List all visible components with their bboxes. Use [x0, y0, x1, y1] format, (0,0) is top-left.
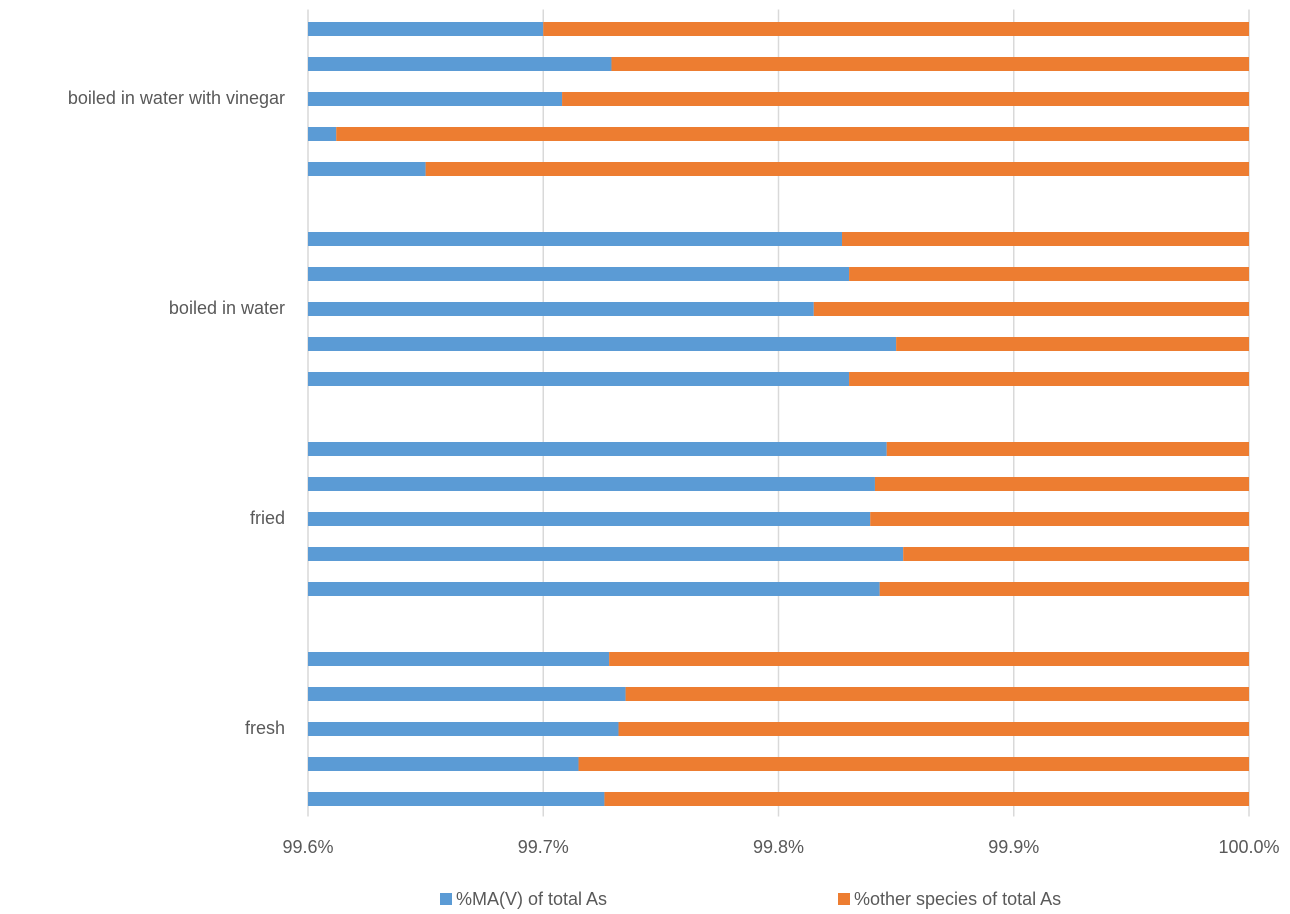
- bar-segment: [896, 337, 1249, 351]
- bar-segment: [308, 582, 880, 596]
- bar-segment: [562, 92, 1249, 106]
- bar-segment: [879, 582, 1249, 596]
- x-tick-label: 99.6%: [282, 837, 333, 857]
- bar-segment: [813, 302, 1249, 316]
- bar-segment: [308, 722, 619, 736]
- bar-segment: [849, 267, 1249, 281]
- bar-segment: [578, 757, 1249, 771]
- bar-segment: [870, 512, 1249, 526]
- bar-segment: [308, 652, 610, 666]
- bar-segment: [308, 687, 626, 701]
- x-tick-label: 99.7%: [518, 837, 569, 857]
- legend-swatch: [440, 893, 452, 905]
- bar-segment: [308, 792, 605, 806]
- x-tick-label: 100.0%: [1218, 837, 1279, 857]
- bar-segment: [543, 22, 1249, 36]
- legend-label: %other species of total As: [854, 889, 1061, 909]
- x-tick-label: 99.8%: [753, 837, 804, 857]
- y-tick-label: fresh: [245, 718, 285, 738]
- x-tick-label: 99.9%: [988, 837, 1039, 857]
- bar-segment: [609, 652, 1249, 666]
- bar-segment: [308, 547, 904, 561]
- bar-segment: [308, 22, 544, 36]
- y-tick-label: fried: [250, 508, 285, 528]
- bar-segment: [903, 547, 1249, 561]
- bar-segment: [308, 127, 337, 141]
- bar-segment: [618, 722, 1249, 736]
- y-tick-label: boiled in water: [169, 298, 285, 318]
- bar-segment: [625, 687, 1249, 701]
- bar-segment: [849, 372, 1249, 386]
- legend-label: %MA(V) of total As: [456, 889, 607, 909]
- bar-segment: [336, 127, 1250, 141]
- bar-segment: [308, 302, 814, 316]
- bar-segment: [604, 792, 1249, 806]
- bar-segment: [611, 57, 1249, 71]
- bar-segment: [425, 162, 1249, 176]
- bar-segment: [308, 477, 875, 491]
- bar-segment: [308, 372, 850, 386]
- bar-segment: [308, 267, 850, 281]
- bar-segment: [842, 232, 1249, 246]
- bar-segment: [308, 442, 887, 456]
- y-tick-label: boiled in water with vinegar: [68, 88, 285, 108]
- bar-segment: [308, 757, 579, 771]
- bar-segment: [308, 92, 563, 106]
- bar-segment: [874, 477, 1249, 491]
- bar-segment: [308, 57, 612, 71]
- bar-segment: [308, 232, 843, 246]
- bar-segment: [308, 162, 426, 176]
- bar-segment: [308, 337, 897, 351]
- bar-segment: [308, 512, 871, 526]
- legend-swatch: [838, 893, 850, 905]
- bar-segment: [886, 442, 1249, 456]
